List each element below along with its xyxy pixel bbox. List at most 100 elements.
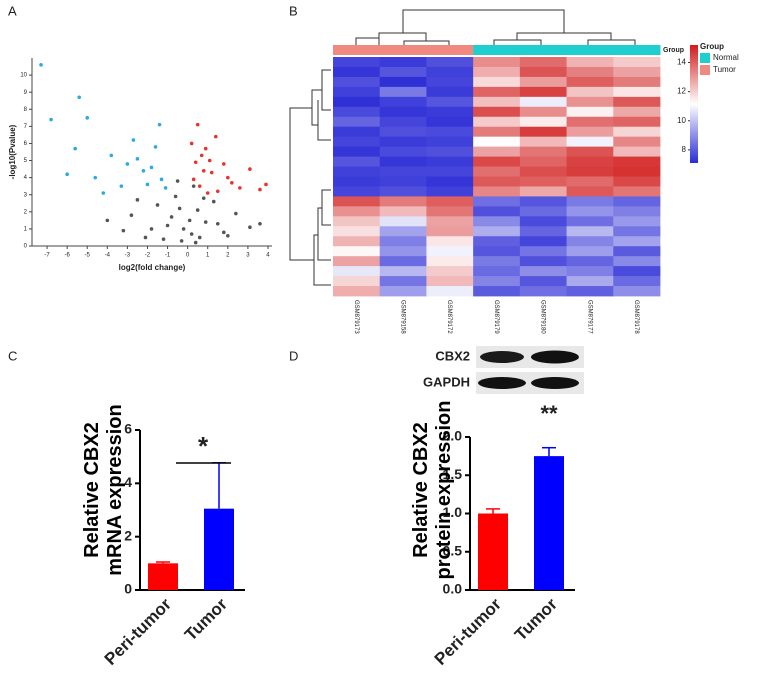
point bbox=[49, 117, 53, 122]
heatmap-cell bbox=[426, 57, 474, 68]
point bbox=[234, 211, 238, 216]
y-tick-label: 1 bbox=[24, 226, 28, 232]
heatmap-cell bbox=[566, 66, 614, 78]
y-tick-label: 3 bbox=[24, 192, 28, 198]
point bbox=[199, 153, 204, 158]
heatmap-cell bbox=[426, 126, 474, 138]
point bbox=[187, 218, 192, 223]
heatmap-cell bbox=[566, 276, 614, 287]
heatmap-cell bbox=[566, 266, 614, 277]
heatmap-cell bbox=[566, 136, 614, 148]
x-tick-label: -3 bbox=[125, 253, 131, 259]
heatmap-cell bbox=[613, 256, 661, 267]
significance-label: ** bbox=[540, 401, 558, 426]
panel-label: A bbox=[8, 3, 17, 18]
heatmap-cell bbox=[426, 216, 474, 227]
heatmap-cell bbox=[613, 126, 661, 138]
heatmap-cell bbox=[379, 86, 427, 98]
heatmap-cell bbox=[426, 186, 474, 197]
group-annotation bbox=[519, 45, 568, 55]
heatmap-cell bbox=[519, 286, 567, 297]
group-annotation bbox=[426, 45, 474, 55]
significance-label: * bbox=[198, 431, 209, 461]
blot-label: GAPDH bbox=[423, 374, 470, 389]
point bbox=[201, 169, 206, 173]
y-tick-label: 0 bbox=[24, 244, 28, 250]
point bbox=[226, 175, 230, 180]
heatmap-cell bbox=[379, 96, 427, 108]
heatmap-cell bbox=[426, 256, 474, 267]
heatmap-cell bbox=[426, 266, 474, 277]
y-tick-label: 9 bbox=[24, 90, 28, 96]
heatmap-cell bbox=[613, 66, 661, 78]
y-tick-label: 2.0 bbox=[443, 428, 463, 444]
point bbox=[258, 187, 262, 192]
heatmap-cell bbox=[333, 146, 381, 157]
y-tick-label: 0 bbox=[124, 581, 132, 597]
dendrogram-left bbox=[289, 69, 331, 286]
heatmap-cell bbox=[566, 246, 614, 257]
heatmap-cell bbox=[473, 136, 521, 148]
panel-label: C bbox=[8, 348, 17, 363]
heatmap-cell bbox=[473, 196, 521, 207]
point bbox=[221, 230, 226, 235]
heatmap-cell bbox=[613, 96, 661, 108]
point bbox=[145, 182, 150, 187]
point bbox=[175, 179, 180, 183]
column-label: GSM879173 bbox=[353, 300, 359, 334]
heatmap-cell bbox=[473, 286, 521, 297]
point bbox=[173, 194, 178, 199]
point bbox=[109, 153, 114, 158]
colorbar-tick-label: 8 bbox=[682, 145, 687, 154]
heatmap-cell bbox=[426, 236, 474, 247]
point bbox=[201, 196, 206, 200]
heatmap-cell bbox=[379, 286, 427, 297]
heatmap-cell bbox=[333, 156, 381, 167]
point bbox=[238, 186, 242, 190]
heatmap-cell bbox=[613, 276, 661, 287]
heatmap-cell bbox=[613, 57, 661, 68]
blot-label: CBX2 bbox=[435, 348, 470, 363]
heatmap-cell bbox=[333, 256, 381, 267]
heatmap-cell bbox=[379, 246, 427, 257]
point bbox=[101, 191, 106, 195]
heatmap-cell bbox=[426, 286, 474, 297]
column-label: GSM879179 bbox=[493, 300, 499, 334]
heatmap-cell bbox=[473, 116, 521, 128]
x-tick-label: 2 bbox=[226, 253, 230, 259]
heatmap-cell bbox=[566, 186, 614, 197]
heatmap-cell bbox=[519, 116, 567, 128]
point bbox=[169, 215, 174, 219]
point bbox=[193, 240, 198, 245]
heatmap-cell bbox=[566, 126, 614, 138]
heatmap-cell bbox=[333, 57, 381, 68]
y-tick-label: 0.5 bbox=[443, 542, 463, 558]
heatmap-cell bbox=[426, 206, 474, 217]
heatmap-cell bbox=[379, 116, 427, 128]
x-tick-label: Peri-tumor bbox=[101, 594, 175, 668]
legend-label: Normal bbox=[713, 53, 739, 62]
legend-title: Group bbox=[700, 42, 724, 51]
heatmap-cell bbox=[613, 216, 661, 227]
point bbox=[157, 122, 162, 127]
heatmap-cell bbox=[426, 176, 474, 187]
heatmap-cell bbox=[519, 216, 567, 227]
heatmap-cell bbox=[473, 126, 521, 138]
heatmap-cell bbox=[613, 166, 661, 177]
heatmap-cell bbox=[333, 116, 381, 128]
heatmap-cell bbox=[566, 96, 614, 108]
point bbox=[65, 172, 69, 177]
heatmap-cell bbox=[519, 146, 567, 157]
point bbox=[248, 225, 252, 229]
y-axis-title: Relative CBX2 mRNA expression bbox=[81, 404, 126, 576]
heatmap-cell bbox=[613, 206, 661, 217]
point bbox=[189, 232, 194, 236]
point bbox=[141, 169, 146, 173]
point bbox=[131, 138, 136, 142]
point bbox=[197, 235, 202, 240]
point bbox=[39, 63, 43, 67]
heatmap-cell bbox=[379, 106, 427, 118]
heatmap-cell bbox=[519, 66, 567, 78]
heatmap-cell bbox=[473, 266, 521, 277]
colorbar-tick-label: 12 bbox=[677, 87, 686, 96]
